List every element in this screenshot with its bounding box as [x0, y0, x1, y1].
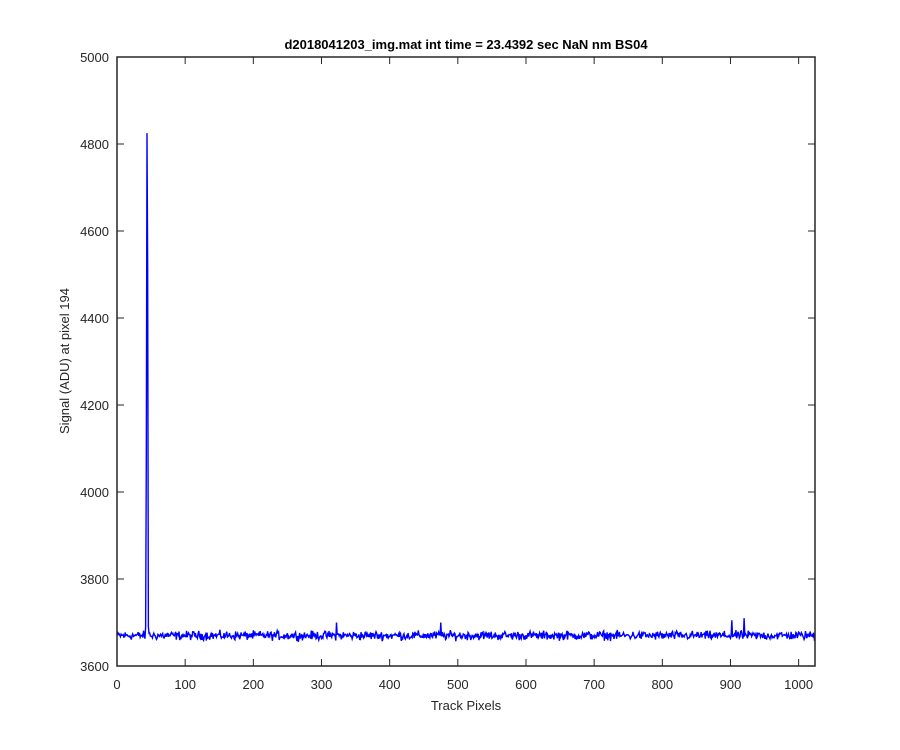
x-tick-label: 300: [311, 677, 333, 692]
series-layer: [116, 133, 816, 643]
x-tick-label: 700: [583, 677, 605, 692]
y-tick-label: 5000: [80, 50, 109, 65]
x-tick-label: 0: [113, 677, 120, 692]
x-tick-label: 100: [174, 677, 196, 692]
y-axis-title: Signal (ADU) at pixel 194: [57, 288, 72, 434]
x-tick-label: 200: [242, 677, 264, 692]
y-tick-label: 4600: [80, 224, 109, 239]
y-tick-label: 4400: [80, 311, 109, 326]
plot-area: 0 100 200 300 400 500 600 700 800 900 1000 3600 380…: [80, 50, 816, 692]
x-tick-label: 600: [515, 677, 537, 692]
axes-background: [117, 57, 815, 666]
x-axis-title: Track Pixels: [431, 698, 502, 713]
chart-title: d2018041203_img.mat int time = 23.4392 s…: [284, 37, 648, 52]
y-tick-label: 3800: [80, 572, 109, 587]
x-tick-label: 1000: [784, 677, 813, 692]
y-tick-label: 4000: [80, 485, 109, 500]
y-axis: 3600 3800 4000 4200 4400 4600 4800 5000: [80, 50, 815, 674]
series-line: [116, 133, 816, 643]
x-axis: 0 100 200 300 400 500 600 700 800 900 1000: [113, 57, 813, 692]
x-tick-label: 400: [379, 677, 401, 692]
axes-box: [116, 56, 816, 667]
x-tick-label: 800: [651, 677, 673, 692]
x-tick-label: 500: [447, 677, 469, 692]
y-tick-label: 4800: [80, 137, 109, 152]
y-tick-label: 3600: [80, 659, 109, 674]
x-tick-label: 900: [720, 677, 742, 692]
y-tick-label: 4200: [80, 398, 109, 413]
